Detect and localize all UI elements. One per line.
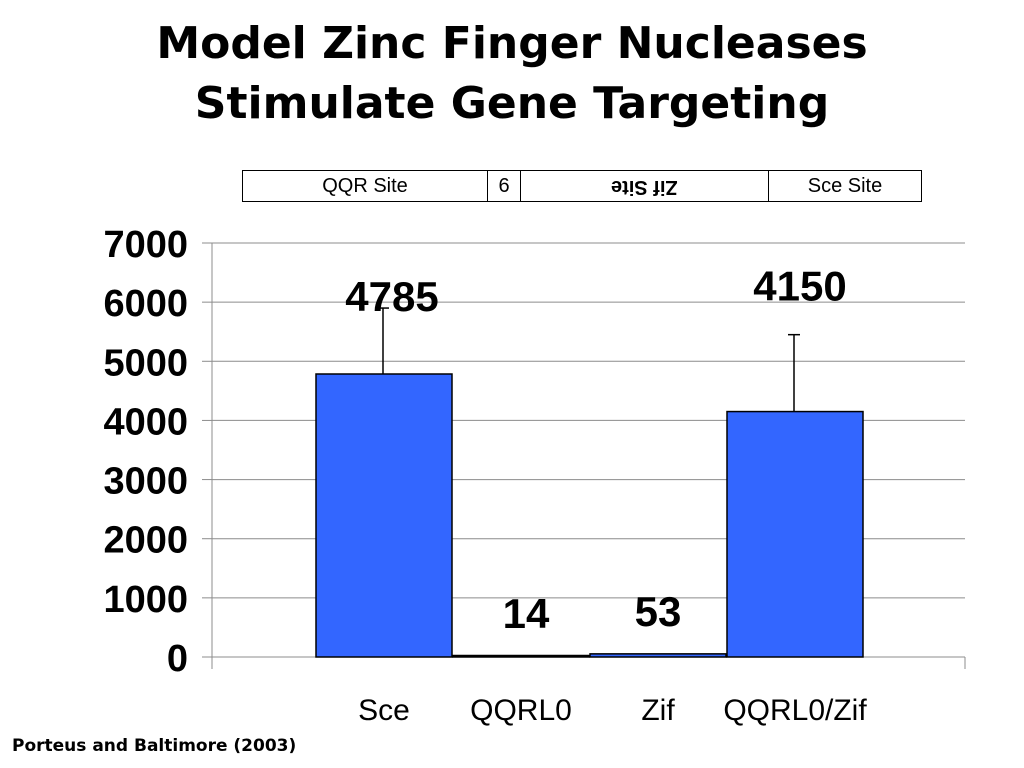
data-label: 4785 [345, 273, 438, 320]
x-tick-label: Sce [358, 694, 410, 727]
y-tick-label: 5000 [103, 342, 188, 384]
bar-qqrl0 [452, 654, 590, 658]
sce-site-box: Sce Site [768, 170, 922, 202]
y-tick-label: 6000 [103, 283, 188, 325]
data-label: 53 [635, 588, 682, 635]
y-tick-label: 2000 [103, 520, 188, 562]
x-tick-label: QQRL0/Zif [723, 694, 867, 727]
zif-site-box: Zif Site [520, 170, 769, 202]
y-tick-label: 7000 [103, 224, 188, 266]
bar-zif [589, 653, 727, 658]
x-tick-label: QQRL0 [470, 694, 572, 727]
bar-qqrl0-zif [726, 410, 864, 658]
sce-site-label: Sce Site [807, 174, 883, 197]
citation: Porteus and Baltimore (2003) [12, 736, 297, 756]
y-tick-label: 4000 [103, 401, 188, 443]
slide-title: Model Zinc Finger Nucleases Stimulate Ge… [0, 14, 1024, 134]
bar-sce [315, 373, 453, 658]
y-tick-label: 1000 [103, 579, 188, 621]
slide-title-line-1: Model Zinc Finger Nucleases [156, 18, 868, 69]
x-tick-label: Zif [641, 694, 675, 727]
data-label: 14 [503, 590, 550, 637]
y-tick-label: 0 [167, 638, 188, 680]
qqr-site-box: QQR Site [242, 170, 488, 202]
data-label: 4150 [753, 263, 846, 310]
spacer-label: 6 [498, 174, 510, 197]
slide-title-line-2: Stimulate Gene Targeting [194, 78, 830, 129]
y-tick-label: 3000 [103, 461, 188, 503]
qqr-site-label: QQR Site [322, 174, 408, 197]
spacer-box: 6 [487, 170, 521, 202]
